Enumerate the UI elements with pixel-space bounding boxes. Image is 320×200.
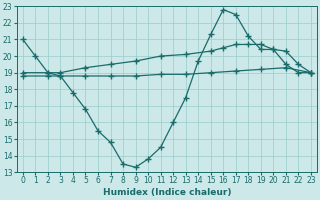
X-axis label: Humidex (Indice chaleur): Humidex (Indice chaleur) (103, 188, 231, 197)
